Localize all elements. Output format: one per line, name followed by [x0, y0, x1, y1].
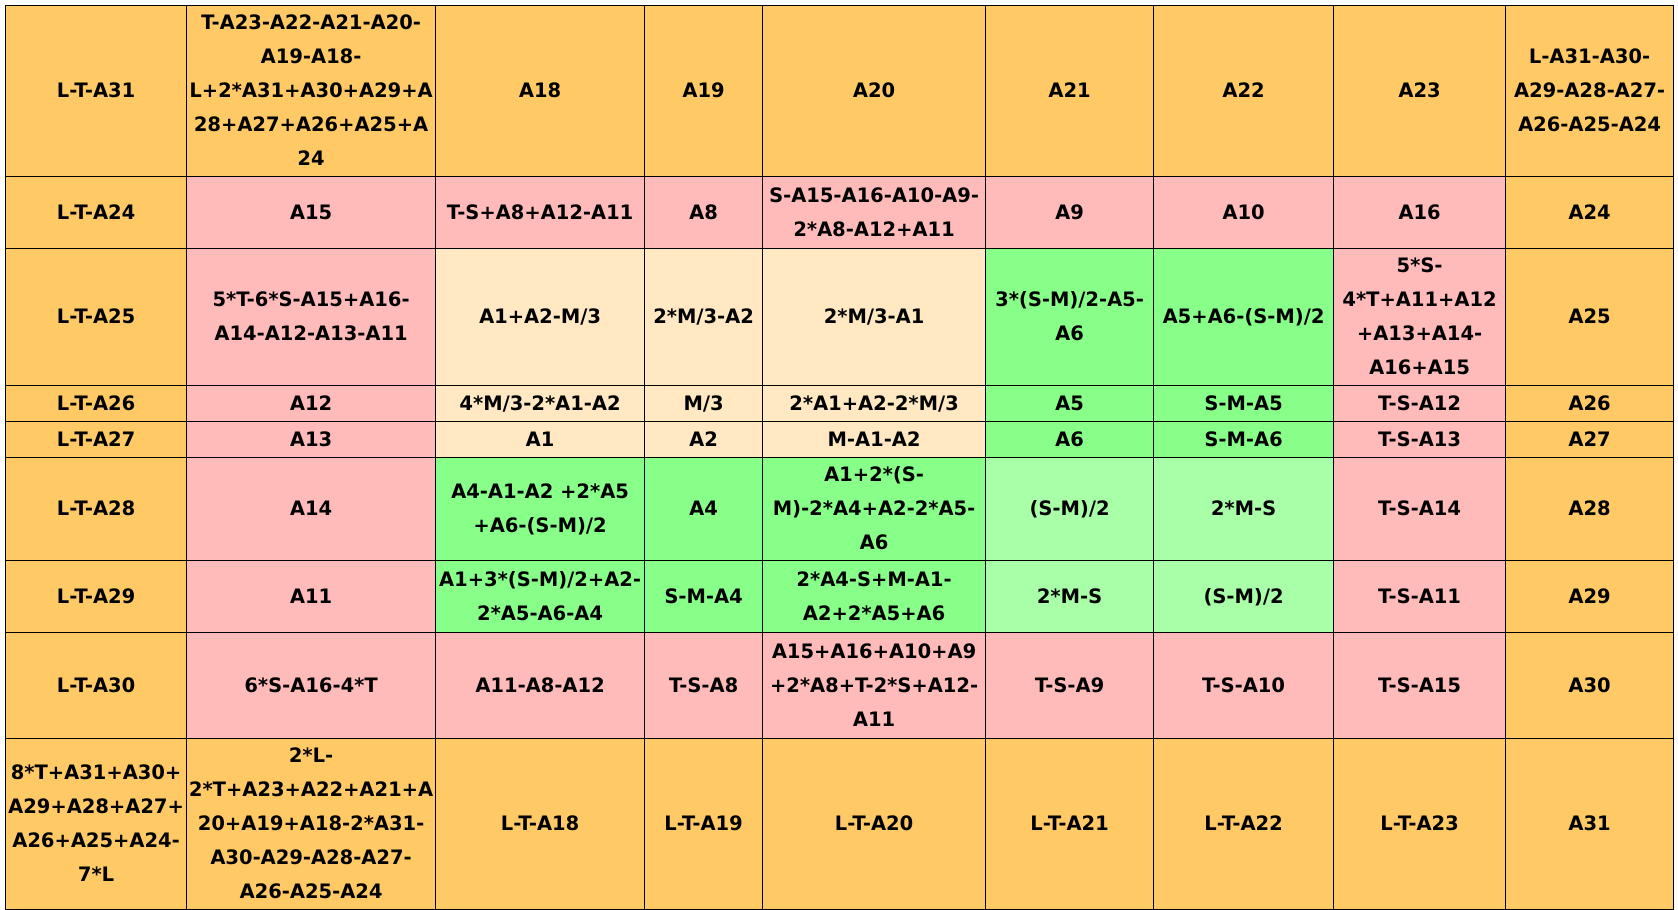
table-row: L-T-A29 A11 A1+3*(S-M)/2+A2-2*A5-A6-A4 S-M-…	[5, 560, 1674, 633]
grid-cell: L-T-A23	[1333, 738, 1506, 910]
grid-cell: 2*M-S	[1153, 457, 1334, 561]
grid-cell: L-T-A24	[5, 176, 187, 249]
grid-cell: A10	[1153, 176, 1334, 249]
table-row: L-T-A24 A15 T-S+A8+A12-A11 A8 S-A15-A16-A10-…	[5, 176, 1674, 249]
table-row: L-T-A26 A12 4*M/3-2*A1-A2 M/3 2*A1+A2-2*M/3 A…	[5, 385, 1674, 422]
grid-cell: T-S-A10	[1153, 632, 1334, 739]
grid-cell: A5	[985, 385, 1154, 422]
table-row: L-T-A25 5*T-6*S-A15+A16-A14-A12-A13-A11 A1…	[5, 248, 1674, 386]
grid-cell: L-T-A30	[5, 632, 187, 739]
grid-cell: A1	[435, 421, 645, 458]
grid-cell: 8*T+A31+A30+A29+A28+A27+A26+A25+A24-7*L	[5, 738, 187, 910]
grid-cell: T-S+A8+A12-A11	[435, 176, 645, 249]
grid-cell: T-A23-A22-A21-A20-A19-A18-L+2*A31+A30+A2…	[186, 5, 436, 177]
grid-cell: 2*M/3-A1	[762, 248, 986, 386]
grid-cell: A21	[985, 5, 1154, 177]
grid-cell: A23	[1333, 5, 1506, 177]
grid-cell: S-M-A6	[1153, 421, 1334, 458]
formula-grid: L-T-A31 T-A23-A22-A21-A20-A19-A18-L+2*A31…	[5, 5, 1674, 910]
grid-cell: L-T-A28	[5, 457, 187, 561]
grid-cell: 6*S-A16-4*T	[186, 632, 436, 739]
grid-cell: 5*S-4*T+A11+A12+A13+A14-A16+A15	[1333, 248, 1506, 386]
grid-cell: T-S-A15	[1333, 632, 1506, 739]
grid-cell: (S-M)/2	[1153, 560, 1334, 633]
grid-cell: 2*A4-S+M-A1-A2+2*A5+A6	[762, 560, 986, 633]
table-row: L-T-A27 A13 A1 A2 M-A1-A2 A6 S-M-A6 T-S-A13 A27	[5, 421, 1674, 458]
table-row: L-T-A30 6*S-A16-4*T A11-A8-A12 T-S-A8 A15+A1…	[5, 632, 1674, 739]
grid-cell: L-T-A31	[5, 5, 187, 177]
grid-cell: A13	[186, 421, 436, 458]
grid-cell: T-S-A8	[644, 632, 763, 739]
grid-cell: 2*L-2*T+A23+A22+A21+A20+A19+A18-2*A31-A3…	[186, 738, 436, 910]
grid-cell: L-T-A29	[5, 560, 187, 633]
grid-cell: 4*M/3-2*A1-A2	[435, 385, 645, 422]
grid-cell: A15	[186, 176, 436, 249]
grid-cell: 5*T-6*S-A15+A16-A14-A12-A13-A11	[186, 248, 436, 386]
grid-cell: A6	[985, 421, 1154, 458]
grid-cell: A4	[644, 457, 763, 561]
grid-cell: 2*A1+A2-2*M/3	[762, 385, 986, 422]
grid-cell: T-S-A14	[1333, 457, 1506, 561]
grid-cell: A30	[1505, 632, 1674, 739]
grid-cell: A20	[762, 5, 986, 177]
grid-body: L-T-A31 T-A23-A22-A21-A20-A19-A18-L+2*A31…	[5, 5, 1674, 910]
grid-cell: A5+A6-(S-M)/2	[1153, 248, 1334, 386]
grid-cell: L-T-A27	[5, 421, 187, 458]
grid-cell: L-A31-A30-A29-A28-A27-A26-A25-A24	[1505, 5, 1674, 177]
grid-cell: A2	[644, 421, 763, 458]
grid-cell: A19	[644, 5, 763, 177]
grid-cell: A31	[1505, 738, 1674, 910]
grid-cell: S-M-A5	[1153, 385, 1334, 422]
grid-cell: A15+A16+A10+A9+2*A8+T-2*S+A12-A11	[762, 632, 986, 739]
grid-cell: A18	[435, 5, 645, 177]
grid-cell: L-T-A19	[644, 738, 763, 910]
grid-cell: T-S-A13	[1333, 421, 1506, 458]
grid-cell: A25	[1505, 248, 1674, 386]
grid-cell: A11	[186, 560, 436, 633]
grid-cell: A24	[1505, 176, 1674, 249]
table-row: L-T-A28 A14 A4-A1-A2 +2*A5 +A6-(S-M)/2 A4 A1…	[5, 457, 1674, 561]
grid-cell: L-T-A18	[435, 738, 645, 910]
grid-cell: L-T-A20	[762, 738, 986, 910]
grid-cell: A9	[985, 176, 1154, 249]
grid-cell: L-T-A22	[1153, 738, 1334, 910]
grid-cell: A28	[1505, 457, 1674, 561]
table-row: L-T-A31 T-A23-A22-A21-A20-A19-A18-L+2*A31…	[5, 5, 1674, 177]
grid-cell: M/3	[644, 385, 763, 422]
grid-cell: L-T-A21	[985, 738, 1154, 910]
grid-cell: M-A1-A2	[762, 421, 986, 458]
grid-cell: S-M-A4	[644, 560, 763, 633]
grid-cell: A1+2*(S-M)-2*A4+A2-2*A5-A6	[762, 457, 986, 561]
grid-cell: A1+A2-M/3	[435, 248, 645, 386]
grid-cell: A4-A1-A2 +2*A5 +A6-(S-M)/2	[435, 457, 645, 561]
grid-cell: L-T-A25	[5, 248, 187, 386]
grid-cell: A22	[1153, 5, 1334, 177]
grid-cell: A11-A8-A12	[435, 632, 645, 739]
grid-cell: A8	[644, 176, 763, 249]
grid-cell: A14	[186, 457, 436, 561]
grid-cell: A1+3*(S-M)/2+A2-2*A5-A6-A4	[435, 560, 645, 633]
grid-cell: A16	[1333, 176, 1506, 249]
grid-cell: A26	[1505, 385, 1674, 422]
grid-cell: (S-M)/2	[985, 457, 1154, 561]
grid-cell: A12	[186, 385, 436, 422]
grid-cell: S-A15-A16-A10-A9-2*A8-A12+A11	[762, 176, 986, 249]
grid-cell: 2*M/3-A2	[644, 248, 763, 386]
grid-cell: A29	[1505, 560, 1674, 633]
grid-cell: L-T-A26	[5, 385, 187, 422]
grid-cell: A27	[1505, 421, 1674, 458]
grid-cell: 3*(S-M)/2-A5-A6	[985, 248, 1154, 386]
grid-cell: 2*M-S	[985, 560, 1154, 633]
grid-cell: T-S-A12	[1333, 385, 1506, 422]
table-row: 8*T+A31+A30+A29+A28+A27+A26+A25+A24-7*L 2…	[5, 738, 1674, 910]
grid-cell: T-S-A9	[985, 632, 1154, 739]
grid-cell: T-S-A11	[1333, 560, 1506, 633]
